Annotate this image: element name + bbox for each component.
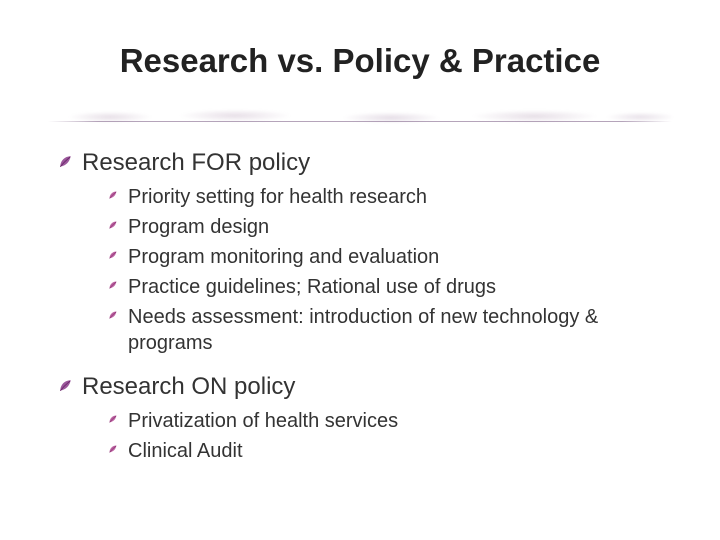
section-heading: Research ON policy [82,372,295,402]
leaf-bullet-icon [108,214,128,236]
leaf-bullet-icon [58,148,82,174]
list-item-text: Practice guidelines; Rational use of dru… [128,274,496,300]
slide-body: Research FOR policy Priority setting for… [58,148,670,474]
list-item-text: Clinical Audit [128,438,243,464]
list-item: Privatization of health services [108,408,670,434]
leaf-bullet-icon [108,244,128,266]
list-item: Program design [108,214,670,240]
list-item: Clinical Audit [108,438,670,464]
leaf-bullet-icon [108,274,128,296]
leaf-bullet-icon [108,408,128,430]
slide: Research vs. Policy & Practice Research … [0,0,720,540]
leaf-bullet-icon [108,438,128,460]
section-heading: Research FOR policy [82,148,310,178]
slide-title: Research vs. Policy & Practice [0,42,720,80]
list-item: Needs assessment: introduction of new te… [108,304,670,356]
list-item-text: Program design [128,214,269,240]
list-item: Program monitoring and evaluation [108,244,670,270]
list-item: Research ON policy [58,372,670,402]
leaf-bullet-icon [58,372,82,398]
leaf-bullet-icon [108,304,128,326]
sub-list: Priority setting for health research Pro… [108,184,670,356]
title-divider [48,110,672,128]
sub-list: Privatization of health services Clinica… [108,408,670,464]
list-item-text: Needs assessment: introduction of new te… [128,304,670,356]
list-item: Research FOR policy [58,148,670,178]
list-item-text: Privatization of health services [128,408,398,434]
list-item: Practice guidelines; Rational use of dru… [108,274,670,300]
list-item-text: Program monitoring and evaluation [128,244,439,270]
list-item: Priority setting for health research [108,184,670,210]
leaf-bullet-icon [108,184,128,206]
list-item-text: Priority setting for health research [128,184,427,210]
